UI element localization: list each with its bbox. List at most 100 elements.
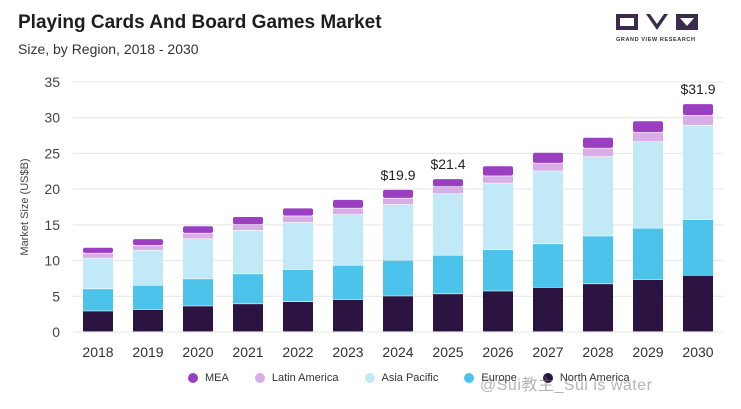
bar-segment [433, 187, 463, 194]
x-tick-label: 2024 [382, 344, 413, 360]
data-label: $31.9 [680, 81, 715, 97]
legend-swatch [188, 373, 198, 383]
bar-segment [533, 152, 563, 163]
bar-segment [233, 224, 263, 230]
legend-swatch [254, 373, 265, 383]
logo-mark-icon [616, 14, 698, 30]
legend-swatch [364, 373, 375, 383]
bar-segment [283, 222, 313, 270]
y-tick-label: 10 [44, 253, 60, 269]
bar-segment [483, 166, 513, 176]
bar-segment [583, 137, 613, 148]
bar-segment [533, 287, 563, 332]
bar-segment [183, 306, 213, 332]
bar-segment [133, 239, 163, 245]
watermark: @Sui教主_Sui is water [480, 377, 653, 394]
bar-segment [683, 125, 713, 220]
bar-segment [383, 198, 413, 205]
y-axis-label: Market Size (US$B) [19, 158, 31, 255]
bar-segment [133, 250, 163, 285]
grand-view-research-logo: GRAND VIEW RESEARCH [616, 14, 726, 46]
bar-segment [83, 311, 113, 332]
bar-segment [283, 216, 313, 223]
bar-segment [183, 279, 213, 306]
bar-segment [333, 214, 363, 265]
y-tick-label: 30 [44, 110, 60, 126]
bar-segment [683, 115, 713, 125]
bar-segment [133, 245, 163, 250]
bar-segment [583, 148, 613, 157]
bar-segment [433, 179, 463, 187]
legend-item: North America [542, 372, 630, 384]
x-tick-label: 2030 [682, 344, 713, 360]
bar-segment [183, 233, 213, 239]
bar-segment [633, 132, 663, 142]
x-tick-label: 2025 [432, 344, 463, 360]
x-tick-label: 2023 [332, 344, 363, 360]
legend-label: North America [559, 372, 630, 384]
bar-segment [183, 226, 213, 233]
legend-item: Asia Pacific [364, 372, 439, 384]
bar-segment [183, 239, 213, 279]
data-label: $21.4 [430, 156, 465, 172]
bar-segment [633, 142, 663, 228]
legend-label: Asia Pacific [381, 372, 439, 384]
bar-segment [533, 163, 563, 171]
bar-segment [483, 291, 513, 332]
x-tick-label: 2021 [232, 344, 263, 360]
bar-segment [383, 204, 413, 260]
bar-segment [683, 104, 713, 115]
x-tick-label: 2028 [582, 344, 613, 360]
bar-segment [433, 255, 463, 294]
legend-label: Europe [481, 372, 517, 384]
y-tick-label: 20 [44, 181, 60, 197]
bar-segment [683, 275, 713, 332]
logo-text: GRAND VIEW RESEARCH [616, 37, 696, 43]
data-label: $19.9 [380, 167, 415, 183]
x-tick-label: 2018 [82, 344, 113, 360]
bar-segment [483, 249, 513, 291]
bar-segment [133, 309, 163, 332]
legend-item: Europe [464, 372, 517, 384]
x-tick-label: 2022 [282, 344, 313, 360]
y-tick-label: 5 [52, 288, 60, 304]
legend-item: MEA [188, 372, 229, 384]
chart-legend: MEA Latin America Asia Pacific Europe North … [188, 372, 656, 384]
bar-segment [83, 247, 113, 253]
x-tick-label: 2026 [482, 344, 513, 360]
y-tick-label: 35 [44, 74, 60, 90]
legend-item: Latin America [254, 372, 339, 384]
bar-segment [633, 121, 663, 133]
bar-segment [333, 299, 363, 332]
bar-segment [333, 265, 363, 300]
bar-segment [383, 260, 413, 296]
y-tick-label: 25 [44, 145, 60, 161]
bar-segment [433, 294, 463, 332]
bar-segment [633, 228, 663, 280]
x-tick-label: 2020 [182, 344, 213, 360]
x-tick-label: 2019 [132, 344, 163, 360]
bar-segment [83, 289, 113, 311]
bar-segment [333, 199, 363, 208]
chart-subtitle: Size, by Region, 2018 - 2030 [18, 41, 199, 57]
bar-segment [283, 302, 313, 332]
bar-segment [633, 279, 663, 332]
bar-segment [483, 183, 513, 250]
bar-segment [283, 269, 313, 302]
x-tick-label: 2027 [532, 344, 563, 360]
legend-swatch [542, 373, 553, 383]
bar-segment [583, 284, 613, 332]
bar-segment [233, 217, 263, 225]
bar-segment [483, 176, 513, 183]
bar-segment [233, 230, 263, 274]
bar-segment [583, 236, 613, 284]
bar-segment [533, 244, 563, 288]
legend-label: Latin America [271, 372, 339, 384]
x-tick-label: 2029 [632, 344, 663, 360]
bar-segment [433, 194, 463, 255]
chart-title: Playing Cards And Board Games Market [18, 12, 382, 33]
bar-segment [83, 253, 113, 258]
bar-segment [383, 189, 413, 198]
y-tick-label: 15 [44, 217, 60, 233]
